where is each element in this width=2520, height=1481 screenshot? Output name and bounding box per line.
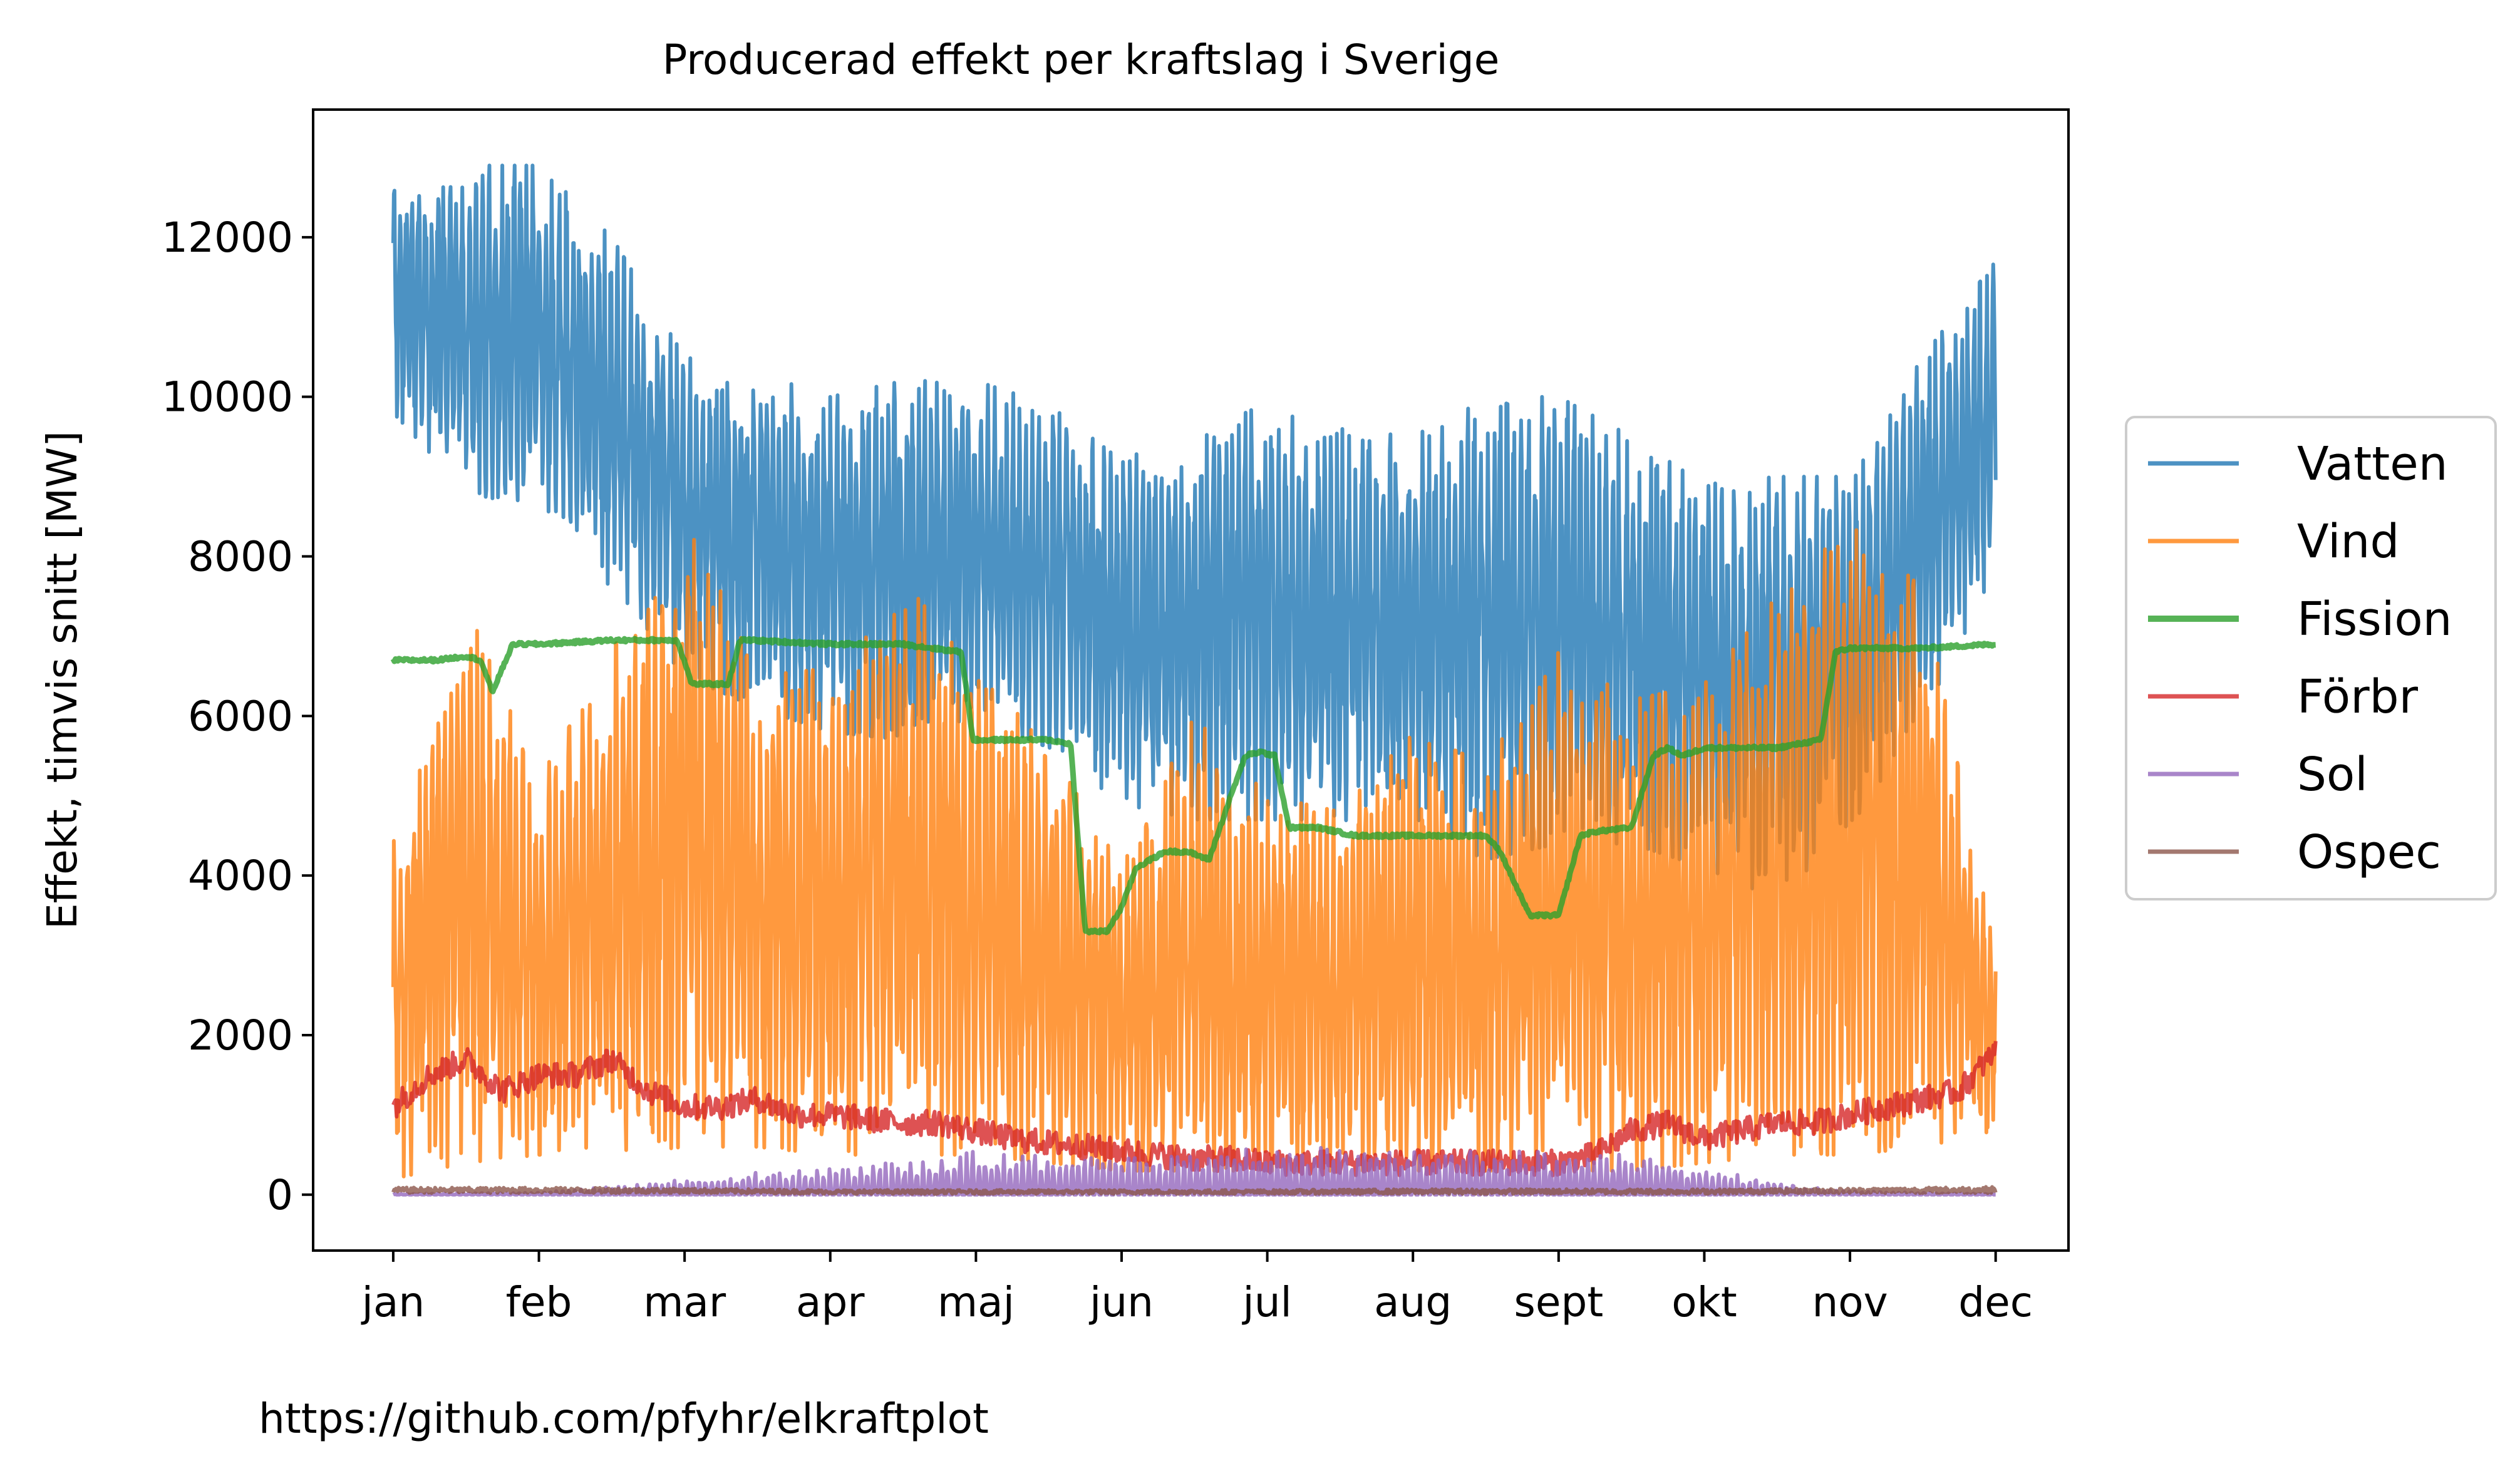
x-tick-label: jun xyxy=(1088,1278,1154,1326)
y-tick-label: 0 xyxy=(267,1171,293,1219)
x-tick-label: feb xyxy=(506,1278,572,1326)
legend-box xyxy=(2125,416,2497,900)
legend-label: Förbr xyxy=(2297,670,2419,724)
x-tick-label: jan xyxy=(361,1278,425,1326)
chart-title: Producerad effekt per kraftslag i Sverig… xyxy=(663,36,1500,84)
legend-label: Vind xyxy=(2297,515,2399,569)
x-tick-label: okt xyxy=(1671,1278,1737,1326)
y-tick-label: 10000 xyxy=(162,373,293,421)
x-tick-label: jul xyxy=(1241,1278,1292,1326)
plot-series xyxy=(390,163,1998,1197)
legend: Vatten Vind Fission Förbr Sol Ospec xyxy=(2125,416,2497,900)
axes: 0 2000 4000 6000 8000 10000 12000 jan feb mar apr m… xyxy=(162,214,2033,1326)
y-tick-label: 12000 xyxy=(162,214,293,262)
x-tick-label: maj xyxy=(937,1278,1015,1326)
x-tick-label: sept xyxy=(1514,1278,1603,1326)
series-line-vatten xyxy=(391,163,1998,890)
x-tick-label: apr xyxy=(796,1278,865,1326)
source-url: https://github.com/pfyhr/elkraftplot xyxy=(259,1395,989,1443)
legend-label: Sol xyxy=(2297,748,2368,802)
y-tick-label: 4000 xyxy=(188,852,293,900)
x-tick-label: aug xyxy=(1374,1278,1452,1326)
y-tick-label: 8000 xyxy=(188,533,293,581)
plot-frame xyxy=(312,108,2070,1252)
series-line-ospec xyxy=(391,1185,1998,1196)
series-line-vind xyxy=(391,528,1998,1179)
x-tick-label: nov xyxy=(1812,1278,1887,1326)
series-line-fission xyxy=(390,636,1998,936)
y-axis-label: Effekt, timvis snitt [MW] xyxy=(38,431,86,929)
legend-label: Fission xyxy=(2297,592,2452,646)
legend-label: Ospec xyxy=(2297,825,2441,879)
legend-label: Vatten xyxy=(2297,437,2448,491)
x-tick-label: dec xyxy=(1958,1278,2033,1326)
y-tick-label: 2000 xyxy=(188,1011,293,1060)
y-tick-label: 6000 xyxy=(188,692,293,740)
x-tick-label: mar xyxy=(643,1278,726,1326)
